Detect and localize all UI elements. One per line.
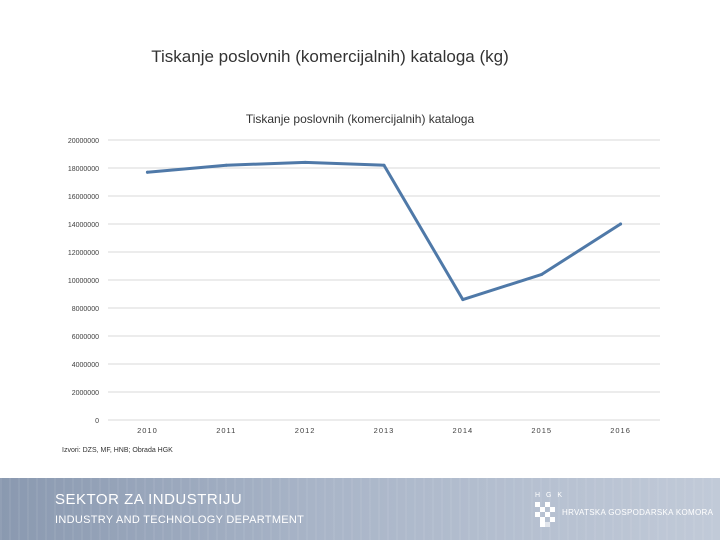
y-tick-label: 16000000	[68, 194, 99, 201]
y-tick-label: 6000000	[72, 334, 99, 341]
footer-department-en: INDUSTRY AND TECHNOLOGY DEPARTMENT	[55, 514, 305, 526]
org-name: HRVATSKA GOSPODARSKA KOMORA	[562, 508, 714, 517]
chart-title: Tiskanje poslovnih (komercijalnih) katal…	[245, 112, 475, 126]
hgk-abbrev: H G K	[535, 492, 565, 499]
x-tick-label: 2011	[216, 426, 236, 435]
x-tick-label: 2015	[531, 426, 552, 435]
x-tick-label: 2012	[295, 426, 316, 435]
x-tick-label: 2013	[374, 426, 395, 435]
footer-banner: SEKTOR ZA INDUSTRIJU INDUSTRY AND TECHNO…	[0, 478, 720, 540]
data-point	[540, 272, 544, 276]
slide-title: Tiskanje poslovnih (komercijalnih) katal…	[151, 47, 509, 66]
line-chart: 0 2000000 4000000 6000000 8000000 10000000 120…	[68, 138, 660, 435]
hgk-checkerboard-logo-icon	[535, 502, 555, 527]
x-tick-label: 2016	[610, 426, 631, 435]
footer-department-hr: SEKTOR ZA INDUSTRIJU	[55, 491, 243, 508]
data-point	[461, 298, 465, 302]
data-point	[382, 163, 386, 167]
y-tick-label: 20000000	[68, 138, 99, 145]
y-tick-label: 14000000	[68, 222, 99, 229]
y-tick-label: 2000000	[72, 390, 99, 397]
y-tick-label: 18000000	[68, 166, 99, 173]
source-note: Izvori: DZS, MF, HNB; Obrada HGK	[62, 447, 173, 454]
series-line	[145, 160, 623, 302]
data-point	[145, 170, 149, 174]
y-tick-label: 12000000	[68, 250, 99, 257]
y-tick-label: 0	[95, 418, 99, 425]
x-tick-label: 2010	[137, 426, 158, 435]
data-point	[224, 163, 228, 167]
data-point	[303, 160, 307, 164]
y-tick-label: 8000000	[72, 306, 99, 313]
data-point	[619, 222, 623, 226]
x-tick-label: 2014	[453, 426, 474, 435]
y-tick-label: 4000000	[72, 362, 99, 369]
y-tick-label: 10000000	[68, 278, 99, 285]
footer-stripes	[0, 478, 720, 540]
